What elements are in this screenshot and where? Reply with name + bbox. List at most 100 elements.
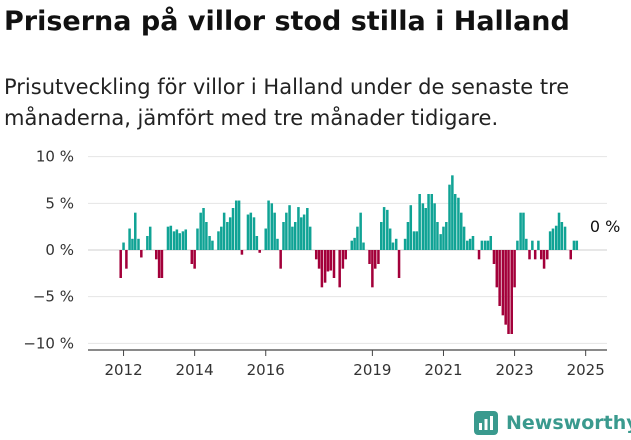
bar bbox=[320, 250, 324, 288]
bar bbox=[480, 240, 484, 250]
bar bbox=[258, 250, 261, 253]
bar bbox=[483, 240, 487, 250]
bar bbox=[154, 250, 158, 260]
bar bbox=[314, 250, 318, 260]
bar bbox=[359, 212, 362, 250]
bar bbox=[539, 250, 543, 260]
bar bbox=[421, 203, 425, 250]
bar bbox=[217, 231, 220, 250]
bar bbox=[356, 226, 359, 250]
bar bbox=[228, 217, 232, 250]
bar bbox=[326, 250, 330, 272]
bar bbox=[373, 250, 377, 269]
bar bbox=[382, 207, 386, 250]
bar bbox=[344, 250, 347, 260]
bar bbox=[528, 250, 531, 260]
bar bbox=[353, 237, 356, 250]
bar bbox=[433, 203, 436, 250]
bar bbox=[220, 226, 223, 250]
bar bbox=[471, 236, 475, 250]
bar bbox=[282, 222, 285, 250]
y-tick-label: −10 % bbox=[23, 334, 74, 352]
bar bbox=[264, 228, 267, 250]
bar bbox=[338, 250, 341, 288]
bar bbox=[554, 225, 558, 250]
bar bbox=[122, 242, 125, 250]
bar bbox=[468, 238, 472, 250]
bar bbox=[226, 222, 229, 250]
bar bbox=[477, 250, 481, 260]
bar bbox=[522, 212, 525, 250]
bar bbox=[208, 236, 211, 250]
bar bbox=[445, 222, 448, 250]
bar bbox=[332, 250, 336, 278]
bar bbox=[137, 238, 140, 250]
annotations: 0 % bbox=[590, 217, 620, 236]
bar bbox=[160, 250, 164, 278]
bar bbox=[442, 226, 445, 250]
bar bbox=[190, 250, 194, 264]
bar bbox=[519, 212, 522, 250]
bar bbox=[119, 250, 122, 278]
y-axis-labels: 10 % 5 % 0 % −5 % −10 % bbox=[23, 148, 74, 353]
bar bbox=[459, 212, 463, 250]
bar bbox=[501, 250, 505, 316]
bar bbox=[560, 222, 564, 250]
bar bbox=[371, 250, 374, 288]
bar bbox=[403, 238, 407, 250]
bar bbox=[424, 208, 427, 250]
bar bbox=[302, 214, 306, 250]
latest-value-label: 0 % bbox=[590, 217, 620, 236]
bar bbox=[329, 250, 333, 271]
bar bbox=[146, 236, 149, 250]
bar bbox=[448, 184, 451, 250]
bar bbox=[572, 240, 576, 250]
bar bbox=[453, 194, 457, 250]
bar bbox=[548, 231, 552, 250]
bar bbox=[495, 250, 499, 288]
bar bbox=[513, 250, 516, 288]
bar bbox=[169, 225, 173, 250]
bar bbox=[380, 222, 383, 250]
bar bbox=[249, 212, 253, 250]
bar bbox=[451, 175, 454, 250]
bar bbox=[193, 250, 196, 269]
bar bbox=[273, 212, 276, 250]
bar bbox=[252, 217, 256, 250]
bar bbox=[415, 231, 419, 250]
brand-name: Newsworthy bbox=[506, 412, 631, 434]
bar bbox=[285, 212, 288, 250]
bar bbox=[300, 217, 303, 250]
bar bbox=[510, 250, 513, 334]
bar bbox=[291, 226, 294, 250]
bar bbox=[181, 231, 185, 250]
y-tick-label: 0 % bbox=[45, 241, 74, 259]
bar bbox=[542, 250, 546, 269]
x-axis: 2012 2014 2016 2019 2021 2023 2025 bbox=[88, 349, 607, 379]
y-tick-label: 5 % bbox=[45, 194, 74, 212]
bar bbox=[125, 250, 128, 269]
bar bbox=[293, 222, 297, 250]
bar bbox=[430, 194, 434, 250]
bar bbox=[297, 207, 300, 250]
bar bbox=[267, 200, 270, 250]
x-tick-label: 2019 bbox=[353, 361, 391, 379]
bar bbox=[308, 226, 312, 250]
bar bbox=[157, 250, 161, 278]
y-tick-label: 10 % bbox=[36, 148, 74, 166]
bar bbox=[563, 226, 567, 250]
bar bbox=[486, 240, 490, 250]
bar bbox=[323, 250, 327, 283]
bar bbox=[436, 222, 439, 250]
bar bbox=[504, 250, 507, 325]
bar bbox=[205, 222, 208, 250]
bar bbox=[199, 212, 202, 250]
bar bbox=[140, 250, 143, 258]
bar bbox=[537, 240, 540, 250]
bar bbox=[341, 250, 345, 269]
bar bbox=[388, 228, 392, 250]
bar bbox=[462, 226, 466, 250]
bar bbox=[237, 200, 241, 250]
bar bbox=[397, 250, 401, 278]
